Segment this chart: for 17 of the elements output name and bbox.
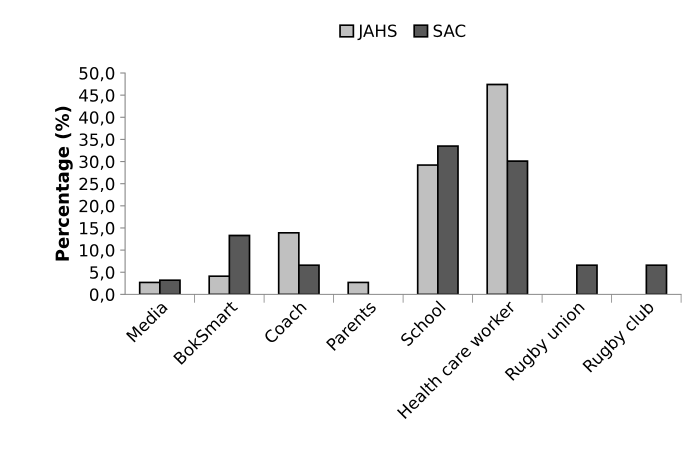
bar xyxy=(646,264,668,294)
y-tick-label: 30,0 xyxy=(80,156,114,170)
y-tick-label: 50,0 xyxy=(80,66,114,82)
y-tick-label: 20,0 xyxy=(79,200,114,214)
bar xyxy=(347,282,370,294)
bar xyxy=(576,264,598,294)
y-tick-label: 40,0 xyxy=(79,111,114,126)
y-tick-label: 5,0 xyxy=(90,266,114,281)
y-tick-label: 35,0 xyxy=(80,133,114,148)
legend-label: JAHS xyxy=(358,24,397,40)
y-tick-label: 0,0 xyxy=(90,288,114,303)
legend-label: SAC xyxy=(434,24,466,38)
y-tick-label: 10,0 xyxy=(80,244,114,258)
y-tick-label: 45,0 xyxy=(79,89,114,104)
y-axis-title: Percentage (%) xyxy=(55,106,73,261)
y-tick-label: 15,0 xyxy=(80,222,114,236)
y-tick-label: 25,0 xyxy=(79,178,114,192)
